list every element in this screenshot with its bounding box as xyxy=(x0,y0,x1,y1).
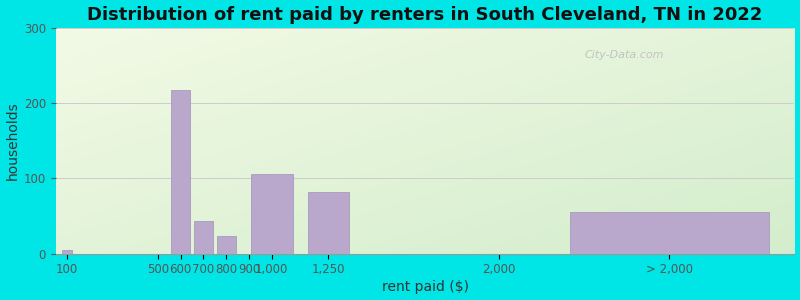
Bar xyxy=(250,174,293,254)
X-axis label: rent paid ($): rent paid ($) xyxy=(382,280,469,294)
Title: Distribution of rent paid by renters in South Cleveland, TN in 2022: Distribution of rent paid by renters in … xyxy=(87,6,762,24)
Y-axis label: households: households xyxy=(6,101,19,180)
Bar xyxy=(307,192,350,254)
Text: City-Data.com: City-Data.com xyxy=(585,50,664,60)
Bar xyxy=(217,236,235,254)
Bar xyxy=(171,90,190,254)
Bar xyxy=(194,221,213,254)
Bar xyxy=(570,212,769,254)
Bar xyxy=(62,250,72,253)
